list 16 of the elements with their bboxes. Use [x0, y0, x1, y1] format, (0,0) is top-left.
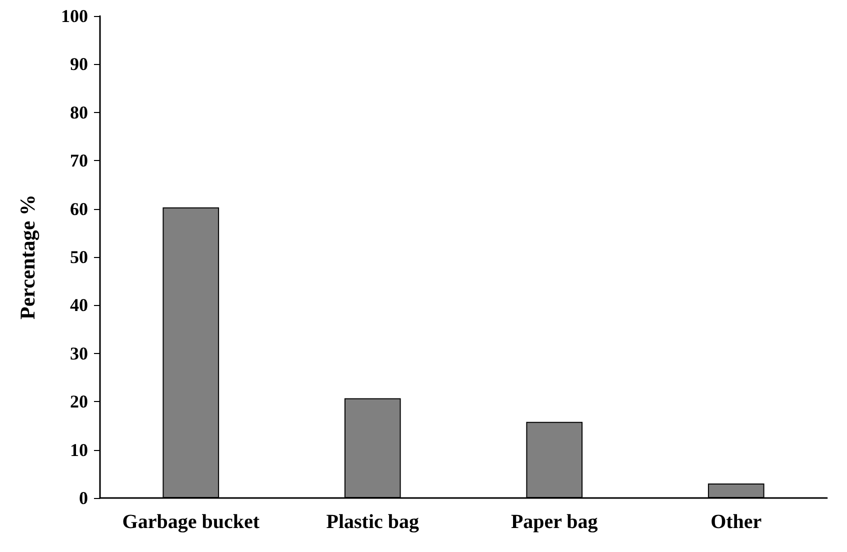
x-tick-label: Garbage bucket: [122, 511, 260, 533]
y-tick-label: 0: [79, 488, 88, 508]
y-tick-label: 100: [61, 6, 88, 26]
y-tick-label: 50: [70, 247, 88, 267]
y-tick-label: 60: [70, 198, 88, 219]
x-tick-label: Paper bag: [510, 511, 598, 533]
y-tick-label: 10: [70, 440, 88, 460]
x-tick-label: Plastic bag: [326, 511, 420, 533]
x-tick-label: Other: [710, 511, 762, 533]
y-tick-label: 70: [70, 150, 88, 171]
y-tick-label: 90: [70, 54, 88, 74]
y-tick-label: 80: [70, 102, 88, 122]
y-tick-label: 40: [70, 295, 88, 316]
y-tick-label: 20: [70, 392, 88, 412]
y-tick-label: 30: [70, 343, 88, 364]
y-axis-title: Percentage %: [16, 194, 40, 320]
